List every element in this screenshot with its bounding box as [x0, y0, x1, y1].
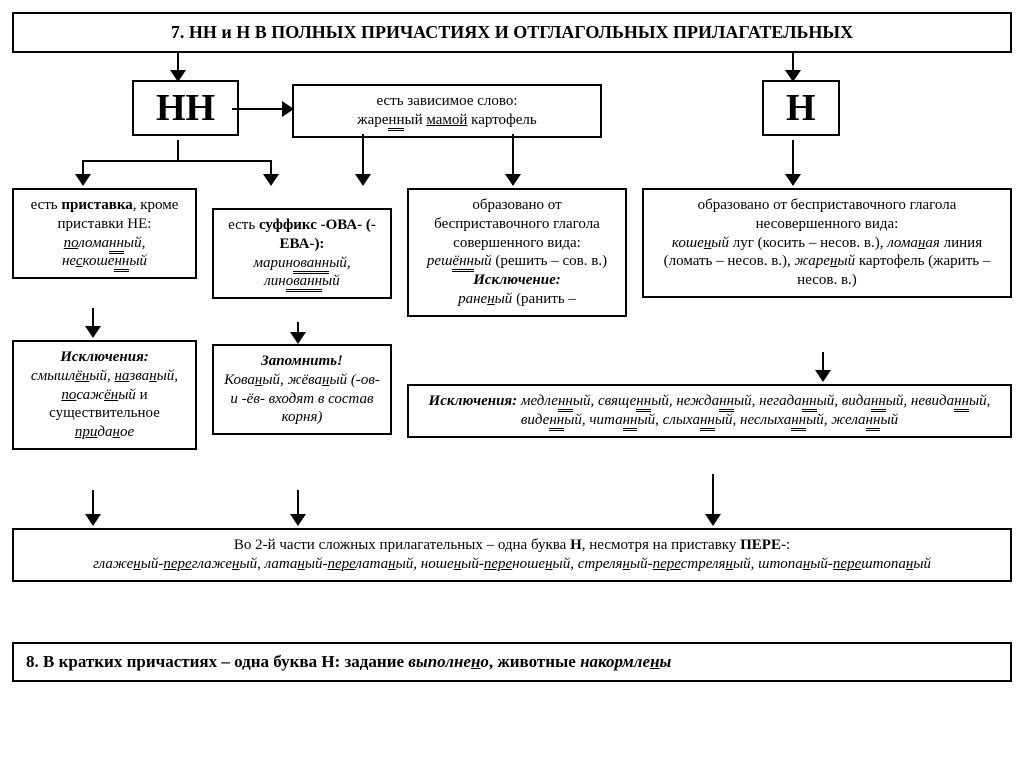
prefix-box: есть приставка, кроме приставки НЕ: поло…	[12, 188, 197, 279]
line	[297, 490, 299, 516]
dep-label: есть зависимое слово:	[304, 92, 590, 111]
line	[362, 134, 364, 176]
arrow	[232, 108, 282, 110]
excp-body: смышлёный, названый, посажёный и существ…	[24, 367, 185, 442]
excl-label: Исключения:	[429, 393, 518, 409]
arrow	[177, 52, 179, 72]
line	[792, 140, 794, 176]
diagram-root: 7. НН и Н В ПОЛНЫХ ПРИЧАСТИЯХ И ОТГЛАГОЛ…	[12, 12, 1012, 712]
line	[512, 134, 514, 176]
prefix-ex2: нескошенный	[62, 253, 147, 272]
suffix-box: есть суффикс -ОВА- (-ЕВА-): маринованный…	[212, 208, 392, 299]
suffix-label: есть суффикс -ОВА- (-ЕВА-):	[224, 216, 380, 254]
perf-exc-label: Исключение:	[473, 272, 561, 288]
exc-prefix-box: Исключения: смышлёный, названый, посажён…	[12, 340, 197, 450]
imperf-ex: кошеный луг (косить – несов. в.), ломана…	[654, 234, 1000, 290]
section8-box: 8. В кратких причастиях – одна буква Н: …	[12, 642, 1012, 682]
prefix-ex1: поломанный,	[64, 235, 146, 254]
arrow	[177, 140, 179, 160]
perfective-box: образовано от бесприставочного глагола с…	[407, 188, 627, 317]
pere-text: Во 2-й части сложных прилагательных – од…	[24, 536, 1000, 555]
imperfective-box: образовано от бесприставочного глагола н…	[642, 188, 1012, 298]
n-box: Н	[762, 80, 840, 136]
prefix-label: есть приставка, кроме приставки НЕ:	[24, 196, 185, 234]
pere-box: Во 2-й части сложных прилагательных – од…	[12, 528, 1012, 582]
pere-ex: глаженый-переглаженый, латаный-перелатан…	[24, 555, 1000, 574]
excl-body: медленный, священный, нежданный, негадан…	[521, 393, 991, 431]
hn-box: НН	[132, 80, 239, 136]
rem-body: Кованый, жёваный (-ов- и -ёв- входят в с…	[224, 371, 380, 427]
line	[92, 490, 94, 516]
title-box: 7. НН и Н В ПОЛНЫХ ПРИЧАСТИЯХ И ОТГЛАГОЛ…	[12, 12, 1012, 53]
excp-label: Исключения:	[60, 349, 149, 365]
suffix-ex2: линованный	[264, 273, 339, 292]
exc-list-box: Исключения: медленный, священный, неждан…	[407, 384, 1012, 438]
line	[712, 474, 714, 516]
perf-ex: решённый (решить – сов. в.)	[419, 252, 615, 271]
perf-exc: раненый (ранить –	[419, 290, 615, 309]
arrow	[792, 52, 794, 72]
imperf-label: образовано от бесприставочного глагола н…	[654, 196, 1000, 234]
section8-text: 8. В кратких причастиях – одна буква Н: …	[26, 652, 671, 671]
title-text: 7. НН и Н В ПОЛНЫХ ПРИЧАСТИЯХ И ОТГЛАГОЛ…	[171, 22, 853, 42]
line	[82, 160, 272, 162]
remember-box: Запомнить! Кованый, жёваный (-ов- и -ёв-…	[212, 344, 392, 435]
suffix-ex1: маринованный,	[253, 255, 350, 274]
line	[822, 352, 824, 372]
perf-label: образовано от бесприставочного глагола с…	[419, 196, 615, 252]
n-label: Н	[786, 87, 816, 129]
line	[92, 308, 94, 328]
hn-label: НН	[156, 87, 215, 129]
dep-example: жаренный мамой картофель	[304, 111, 590, 130]
rem-label: Запомнить!	[261, 353, 343, 369]
dependent-word-box: есть зависимое слово: жаренный мамой кар…	[292, 84, 602, 138]
